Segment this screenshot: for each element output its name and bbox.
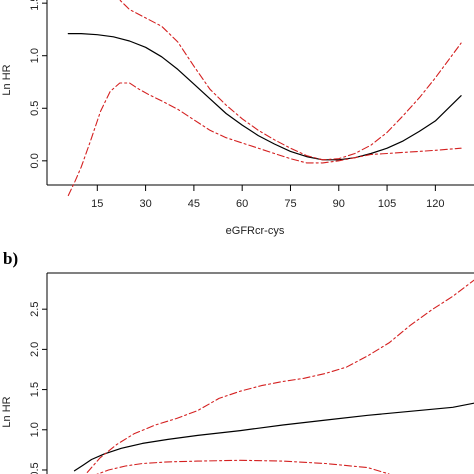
panel-a-y-tick-label: 0.5 bbox=[29, 101, 41, 116]
panel-a-y-tick-label: 1.5 bbox=[29, 0, 41, 11]
panel-b-label: b) bbox=[3, 249, 18, 268]
panel-a-estimate-line bbox=[67, 32, 462, 161]
panel-b-y-tick-label: 0.5 bbox=[29, 462, 41, 474]
panel-a-lower-ci-line bbox=[67, 82, 462, 197]
panel-b-y-tick-label: 1.0 bbox=[29, 422, 41, 437]
panel-a-upper-ci-line bbox=[119, 0, 462, 161]
panel-a-x-tick-label: 90 bbox=[333, 198, 345, 210]
panel-a-y-ticks: 0.0 0.5 1.0 1.5 bbox=[29, 0, 47, 168]
panel-b-y-ticks: 0.5 1.0 1.5 2.0 2.5 bbox=[29, 302, 47, 474]
panel-a-x-tick-label: 120 bbox=[426, 198, 444, 210]
panel-b-y-tick-label: 2.0 bbox=[29, 342, 41, 357]
panel-a-y-tick-label: 1.0 bbox=[29, 48, 41, 63]
panel-a-x-tick-label: 105 bbox=[378, 198, 396, 210]
panel-a-x-tick-label: 45 bbox=[188, 198, 200, 210]
panel-a-series bbox=[67, 0, 462, 197]
panel-a-x-tick-label: 30 bbox=[139, 198, 151, 210]
panel-a-x-axis-label: eGFRcr-cys bbox=[226, 225, 285, 237]
panel-b-estimate-line bbox=[73, 402, 474, 472]
panel-a-y-axis-label: Ln HR bbox=[1, 64, 13, 95]
panel-b-series bbox=[73, 279, 474, 474]
panel-b-y-tick-label: 1.5 bbox=[29, 382, 41, 397]
panel-b-y-tick-label: 2.5 bbox=[29, 302, 41, 317]
panel-a-y-tick-label: 0.0 bbox=[29, 153, 41, 168]
panel-b-y-axis-label: Ln HR bbox=[1, 396, 13, 427]
panel-a-x-ticks: 15 30 45 60 75 90 105 120 bbox=[91, 185, 445, 210]
panel-a-x-tick-label: 15 bbox=[91, 198, 103, 210]
panel-a-x-tick-label: 75 bbox=[284, 198, 296, 210]
panel-a-x-tick-label: 60 bbox=[236, 198, 248, 210]
chart-panel-b: b) 0.5 1.0 1.5 2.0 2.5 Ln HR bbox=[1, 249, 474, 474]
panel-b-upper-ci-line bbox=[86, 279, 474, 473]
panel-b-lower-ci-line bbox=[96, 459, 390, 474]
chart-panel-a: 0.0 0.5 1.0 1.5 15 30 45 60 75 90 105 120 Ln HR eG… bbox=[1, 0, 474, 237]
